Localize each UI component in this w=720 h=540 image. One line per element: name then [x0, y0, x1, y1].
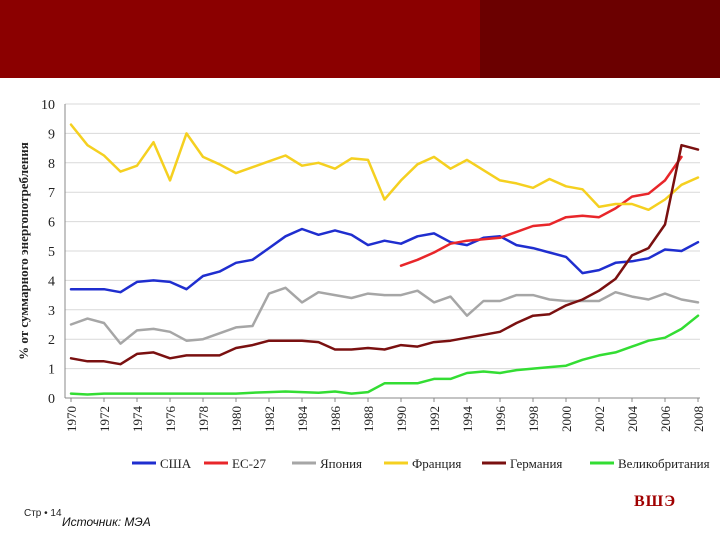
series-line-Франция: [69, 123, 700, 212]
x-tick-label: 2002: [592, 406, 607, 432]
x-tick-label: 1974: [130, 406, 145, 433]
x-tick-label: 1984: [295, 406, 310, 433]
y-tick-label: 4: [48, 274, 55, 289]
x-tick-label: 1972: [97, 406, 112, 432]
x-tick-label: 1998: [526, 406, 541, 432]
series-line-ЕС-27: [399, 155, 683, 267]
legend-label: Франция: [412, 456, 461, 471]
legend-label: Германия: [510, 456, 562, 471]
legend-label: Великобритания: [618, 456, 710, 471]
series-line-Великобритания: [69, 314, 700, 396]
x-tick-label: 1982: [262, 406, 277, 432]
header-banner-accent: [480, 0, 720, 78]
line-chart: 0 1 2 3 4 5 6 7 8 9 10 1970 1972 1974 1976 1978 1980 1982…: [16, 98, 710, 471]
y-tick-label: 2: [48, 333, 55, 348]
series-line-Япония: [69, 286, 700, 345]
x-tick-label: 1992: [427, 406, 442, 432]
x-tick-label: 1994: [460, 406, 475, 433]
legend-label: ЕС-27: [232, 456, 266, 471]
series-line-США: [69, 227, 700, 294]
chart-container: 0 1 2 3 4 5 6 7 8 9 10 1970 1972 1974 1976 1978 1980 1982…: [10, 90, 715, 480]
page-number: Стр • 14: [24, 508, 62, 519]
x-tick-label: 2008: [691, 406, 706, 432]
legend-label: США: [160, 456, 192, 471]
x-tick-label: 1978: [196, 406, 211, 432]
x-tick-label: 2004: [625, 406, 640, 433]
y-tick-label: 8: [48, 157, 55, 172]
y-tick-label: 3: [48, 304, 55, 319]
y-tick-label: 1: [48, 363, 55, 378]
x-tick-label: 2000: [559, 406, 574, 432]
legend-label: Япония: [320, 456, 362, 471]
x-tick-label: 1970: [64, 406, 79, 432]
x-tick-label: 1990: [394, 406, 409, 432]
y-tick-label: 9: [48, 127, 55, 142]
series-line-Германия: [69, 143, 700, 366]
x-tick-label: 1986: [328, 406, 343, 433]
y-tick-label: 5: [48, 245, 55, 260]
y-tick-label: 6: [48, 216, 55, 231]
y-tick-label: 7: [48, 186, 55, 201]
source-note: Источник: МЭА: [62, 515, 151, 529]
x-tick-label: 1976: [163, 406, 178, 433]
y-tick-label: 0: [48, 392, 55, 407]
x-tick-label: 1996: [493, 406, 508, 433]
x-tick-label: 1980: [229, 406, 244, 432]
hse-logo: ВШЭ: [634, 493, 677, 510]
x-tick-label: 2006: [658, 406, 673, 433]
y-axis-label: % от суммарного энергопотребления: [16, 142, 31, 360]
y-tick-label: 10: [41, 98, 55, 113]
x-tick-label: 1988: [361, 406, 376, 432]
